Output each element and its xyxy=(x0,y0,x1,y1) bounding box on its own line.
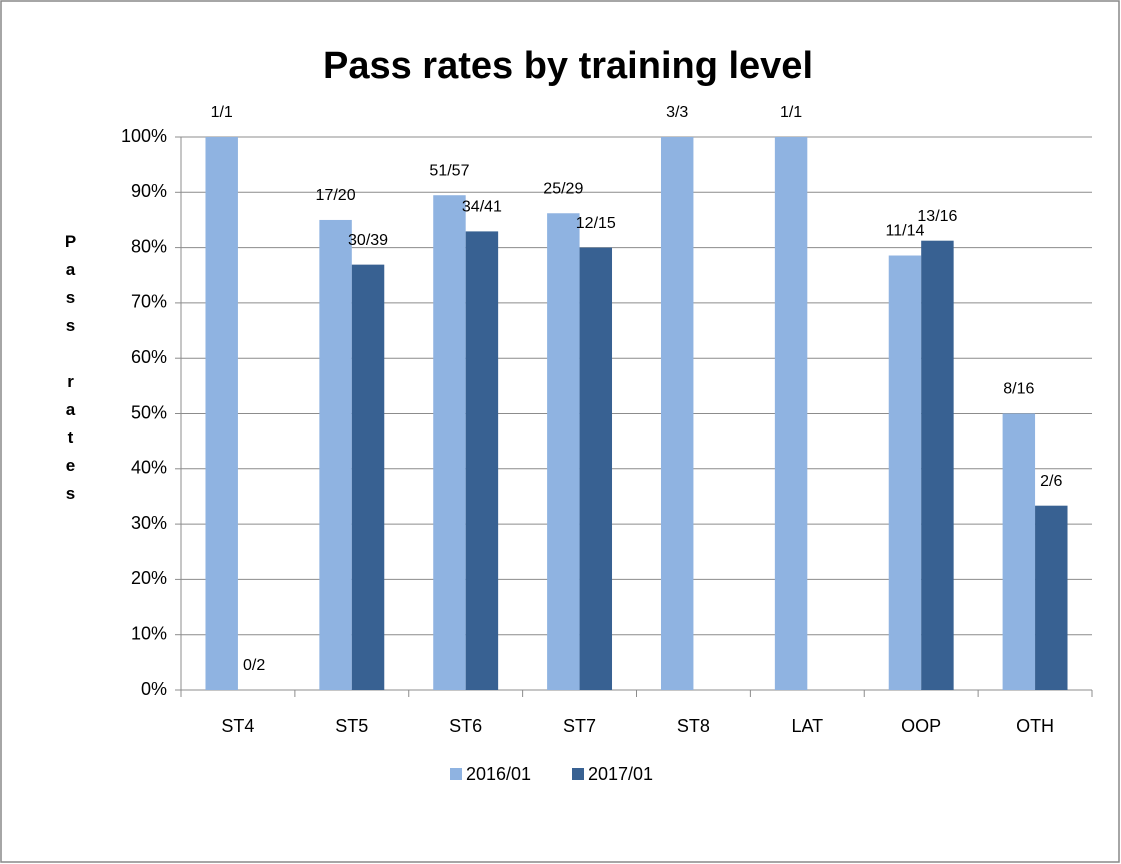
data-label: 11/14 xyxy=(886,223,925,240)
y-tick-label: 20% xyxy=(131,568,167,588)
y-tick-label: 50% xyxy=(131,402,167,422)
data-label: 30/39 xyxy=(348,232,388,249)
data-label: 13/16 xyxy=(917,208,957,225)
x-tick-label: OTH xyxy=(1016,716,1054,736)
legend-label: 2017/01 xyxy=(588,764,653,784)
bar xyxy=(660,137,694,690)
chart-title: Pass rates by training level xyxy=(323,45,813,87)
data-label: 25/29 xyxy=(543,180,583,197)
data-label: 34/41 xyxy=(462,199,502,216)
legend-swatch xyxy=(572,768,584,780)
data-label: 0/2 xyxy=(243,657,265,674)
legend-label: 2016/01 xyxy=(466,764,531,784)
y-tick-label: 100% xyxy=(121,126,167,146)
y-axis-title: Pass rates xyxy=(61,232,80,512)
y-tick-label: 90% xyxy=(131,181,167,201)
data-label: 1/1 xyxy=(211,104,233,121)
bar xyxy=(579,247,613,690)
x-tick-label: ST5 xyxy=(335,716,368,736)
bar xyxy=(888,255,922,690)
y-tick-label: 60% xyxy=(131,347,167,367)
bar xyxy=(921,240,954,690)
legend-swatch xyxy=(450,768,462,780)
x-tick-label: ST6 xyxy=(449,716,482,736)
bar xyxy=(1035,505,1068,690)
bar xyxy=(351,264,385,690)
y-tick-label: 80% xyxy=(131,236,167,256)
y-tick-label: 0% xyxy=(141,679,167,699)
y-tick-label: 30% xyxy=(131,513,167,533)
y-tick-label: 70% xyxy=(131,292,167,312)
x-tick-label: ST8 xyxy=(677,716,710,736)
x-tick-label: OOP xyxy=(901,716,941,736)
bar xyxy=(465,231,499,690)
x-tick-label: LAT xyxy=(791,716,823,736)
y-tick-label: 10% xyxy=(131,623,167,643)
data-label: 51/57 xyxy=(429,162,469,179)
data-label: 3/3 xyxy=(666,104,688,121)
data-label: 1/1 xyxy=(780,104,802,121)
bar xyxy=(205,137,238,690)
bar xyxy=(547,213,580,690)
x-tick-label: ST4 xyxy=(221,716,254,736)
bar xyxy=(1002,413,1036,690)
data-label: 2/6 xyxy=(1040,473,1062,490)
y-tick-label: 40% xyxy=(131,458,167,478)
data-label: 8/16 xyxy=(1003,381,1034,398)
data-label: 17/20 xyxy=(316,187,356,204)
bar xyxy=(319,219,352,690)
x-tick-label: ST7 xyxy=(563,716,596,736)
bar xyxy=(433,195,466,690)
data-label: 12/15 xyxy=(576,215,616,232)
bar xyxy=(774,137,808,690)
